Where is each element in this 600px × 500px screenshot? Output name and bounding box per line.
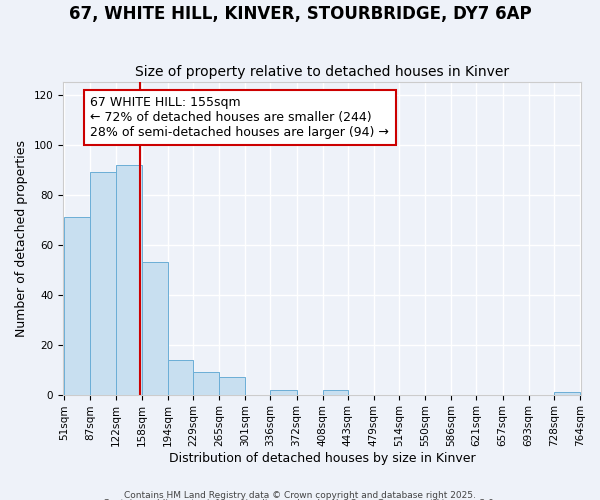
Bar xyxy=(219,377,245,394)
Text: 67 WHITE HILL: 155sqm
← 72% of detached houses are smaller (244)
28% of semi-det: 67 WHITE HILL: 155sqm ← 72% of detached … xyxy=(91,96,389,139)
Bar xyxy=(116,164,142,394)
Bar xyxy=(64,217,91,394)
Bar xyxy=(91,172,116,394)
Bar xyxy=(323,390,348,394)
Bar xyxy=(193,372,219,394)
Y-axis label: Number of detached properties: Number of detached properties xyxy=(15,140,28,337)
Bar xyxy=(554,392,580,394)
X-axis label: Distribution of detached houses by size in Kinver: Distribution of detached houses by size … xyxy=(169,452,475,465)
Title: Size of property relative to detached houses in Kinver: Size of property relative to detached ho… xyxy=(135,66,509,80)
Bar xyxy=(168,360,193,394)
Bar xyxy=(271,390,296,394)
Bar xyxy=(142,262,168,394)
Text: Contains HM Land Registry data © Crown copyright and database right 2025.: Contains HM Land Registry data © Crown c… xyxy=(124,490,476,500)
Text: 67, WHITE HILL, KINVER, STOURBRIDGE, DY7 6AP: 67, WHITE HILL, KINVER, STOURBRIDGE, DY7… xyxy=(68,5,532,23)
